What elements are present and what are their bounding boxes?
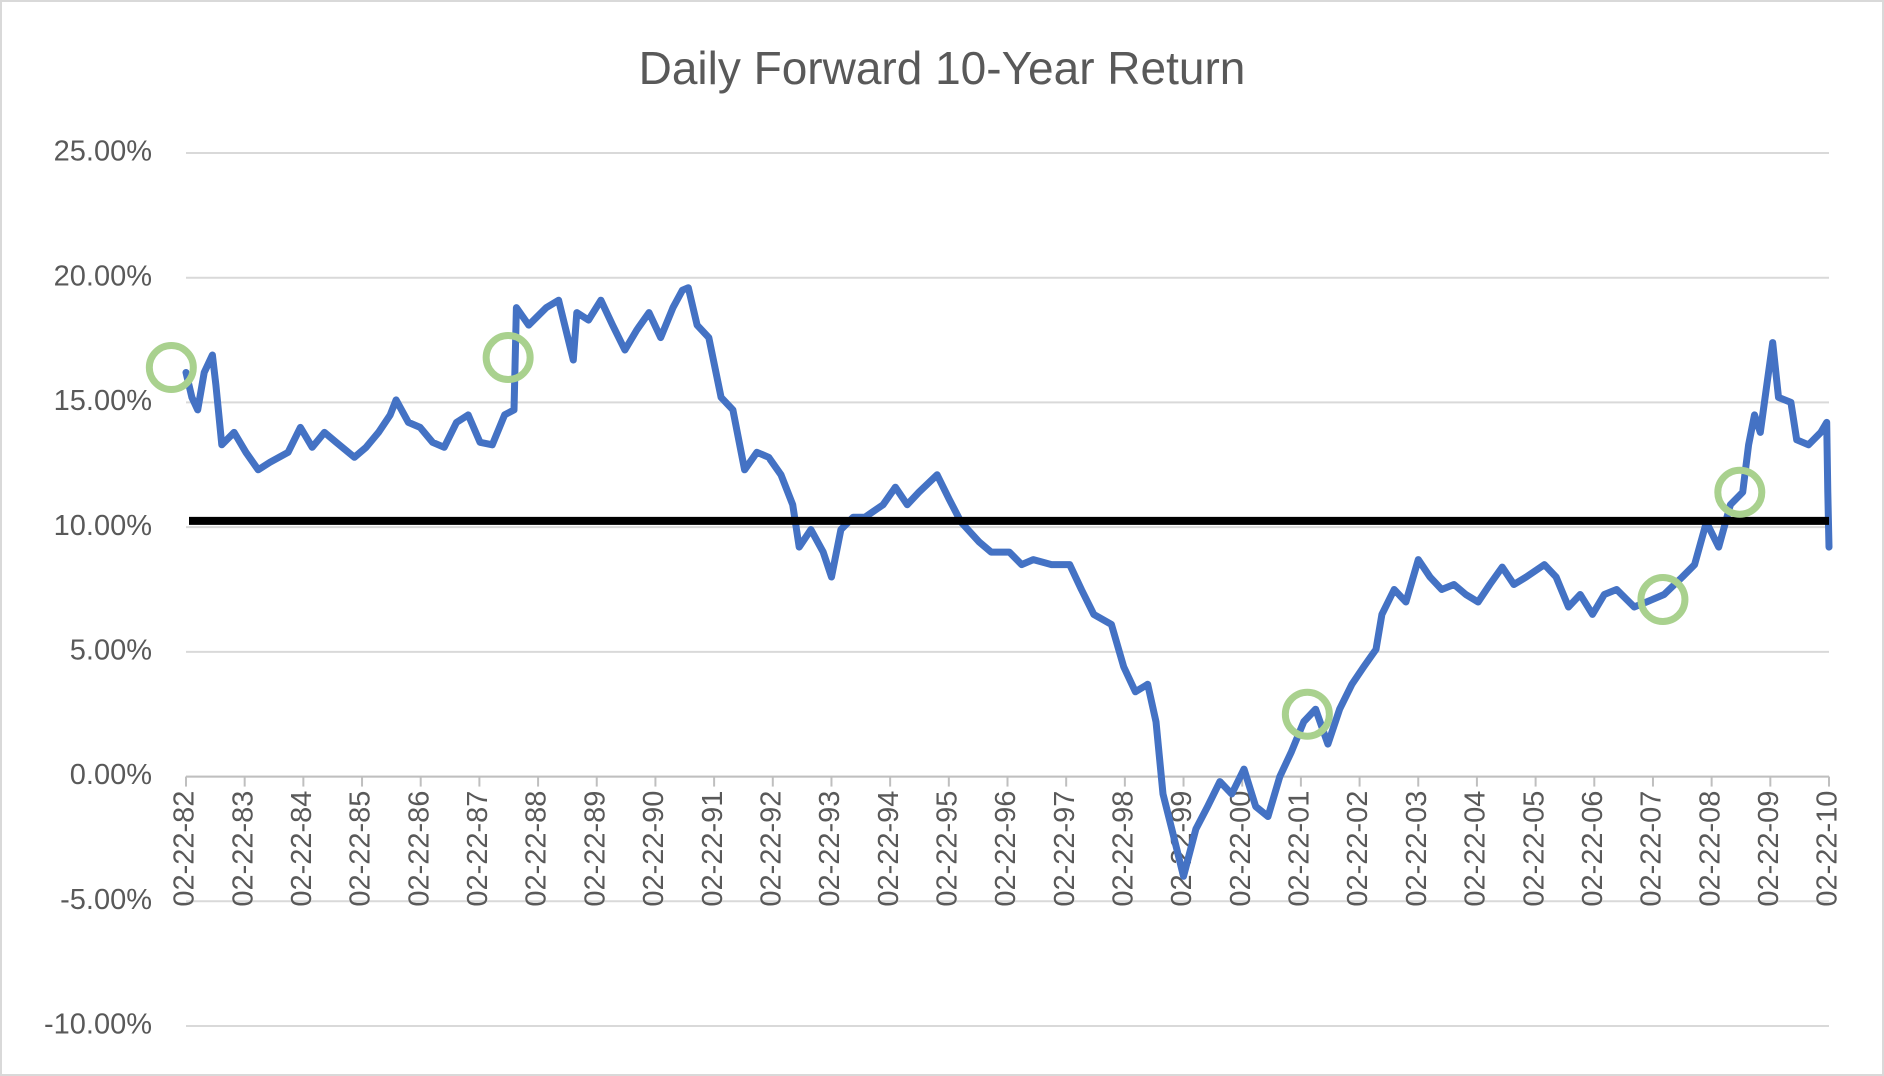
x-tick-label: 02-22-95 xyxy=(931,791,963,907)
highlight-circle xyxy=(145,342,197,394)
x-tick-label: 02-22-03 xyxy=(1401,791,1433,907)
x-tick-label: 02-22-07 xyxy=(1636,791,1668,907)
x-tick-label: 02-22-98 xyxy=(1108,791,1140,907)
x-tick-label: 02-22-09 xyxy=(1753,791,1785,907)
x-tick-label: 02-22-83 xyxy=(227,791,259,907)
y-tick-label: 10.00% xyxy=(54,510,152,542)
highlight-circle xyxy=(1714,466,1766,518)
x-tick-label: 02-22-82 xyxy=(169,791,201,907)
x-tick-label: 02-22-04 xyxy=(1460,791,1492,907)
y-tick-label: -10.00% xyxy=(44,1009,152,1041)
x-tick-label: 02-22-91 xyxy=(697,791,729,907)
x-tick-label: 02-22-00 xyxy=(1225,791,1257,907)
chart-title: Daily Forward 10-Year Return xyxy=(639,42,1246,94)
y-tick-label: 20.00% xyxy=(54,260,152,292)
x-tick-label: 02-22-96 xyxy=(990,791,1022,907)
series-line xyxy=(182,284,1833,880)
x-tick-label: 02-22-85 xyxy=(345,791,377,907)
x-tick-label: 02-22-01 xyxy=(1284,791,1316,907)
x-tick-label: 02-22-10 xyxy=(1812,791,1844,907)
x-tick-label: 02-22-93 xyxy=(814,791,846,907)
x-tick-label: 02-22-97 xyxy=(1049,791,1081,907)
x-tick-label: 02-22-02 xyxy=(1342,791,1374,907)
x-tick-label: 02-22-05 xyxy=(1518,791,1550,907)
x-tick-label: 02-22-92 xyxy=(755,791,787,907)
y-tick-label: 5.00% xyxy=(70,635,152,667)
x-tick-label: 02-22-87 xyxy=(462,791,494,907)
highlight-circle xyxy=(1637,573,1689,625)
highlight-circle xyxy=(482,332,534,384)
highlight-circle xyxy=(1281,688,1333,740)
x-tick-label: 02-22-88 xyxy=(521,791,553,907)
y-tick-label: 25.00% xyxy=(54,136,152,168)
y-tick-label: -5.00% xyxy=(60,884,152,916)
x-tick-label: 02-22-94 xyxy=(873,791,905,907)
y-tick-label: 0.00% xyxy=(70,759,152,791)
x-tick-label: 02-22-90 xyxy=(638,791,670,907)
x-tick-label: 02-22-08 xyxy=(1694,791,1726,907)
x-tick-label: 02-22-89 xyxy=(579,791,611,907)
x-tick-label: 02-22-86 xyxy=(403,791,435,907)
x-tick-label: 02-22-06 xyxy=(1577,791,1609,907)
x-tick-label: 02-22-84 xyxy=(286,791,318,907)
y-tick-label: 15.00% xyxy=(54,385,152,417)
